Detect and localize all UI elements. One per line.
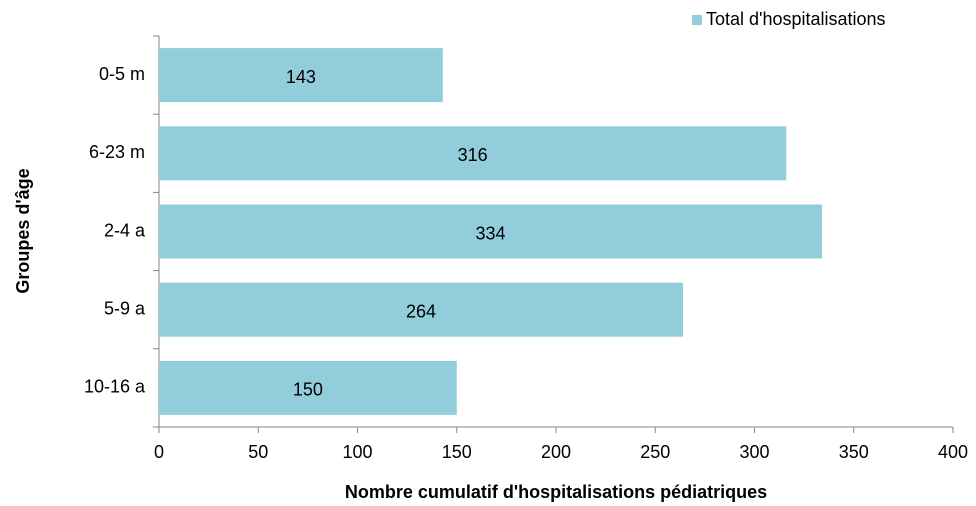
x-tick-label: 400 bbox=[938, 442, 968, 462]
y-tick-label: 10-16 a bbox=[84, 377, 146, 397]
value-label: 264 bbox=[406, 301, 436, 321]
bar bbox=[159, 204, 822, 259]
value-label: 316 bbox=[458, 145, 488, 165]
x-tick-label: 350 bbox=[839, 442, 869, 462]
bar bbox=[159, 282, 684, 337]
bar bbox=[159, 360, 457, 415]
x-tick-label: 0 bbox=[154, 442, 164, 462]
bar bbox=[159, 48, 443, 103]
legend-label: Total d'hospitalisations bbox=[706, 9, 886, 29]
x-tick-label: 50 bbox=[248, 442, 268, 462]
y-axis-label: Groupes d'âge bbox=[13, 168, 33, 293]
value-label: 143 bbox=[286, 67, 316, 87]
x-tick-label: 200 bbox=[541, 442, 571, 462]
x-tick-label: 300 bbox=[739, 442, 769, 462]
value-label: 334 bbox=[475, 223, 505, 243]
x-tick-label: 100 bbox=[342, 442, 372, 462]
value-label: 150 bbox=[293, 380, 323, 400]
x-axis-label: Nombre cumulatif d'hospitalisations pédi… bbox=[345, 482, 767, 502]
bar bbox=[159, 126, 787, 181]
y-tick-label: 5-9 a bbox=[104, 298, 146, 318]
x-tick-label: 150 bbox=[442, 442, 472, 462]
legend-swatch bbox=[692, 15, 702, 25]
y-tick-label: 0-5 m bbox=[99, 64, 145, 84]
y-tick-label: 2-4 a bbox=[104, 220, 146, 240]
x-tick-label: 250 bbox=[640, 442, 670, 462]
y-tick-label: 6-23 m bbox=[89, 142, 145, 162]
